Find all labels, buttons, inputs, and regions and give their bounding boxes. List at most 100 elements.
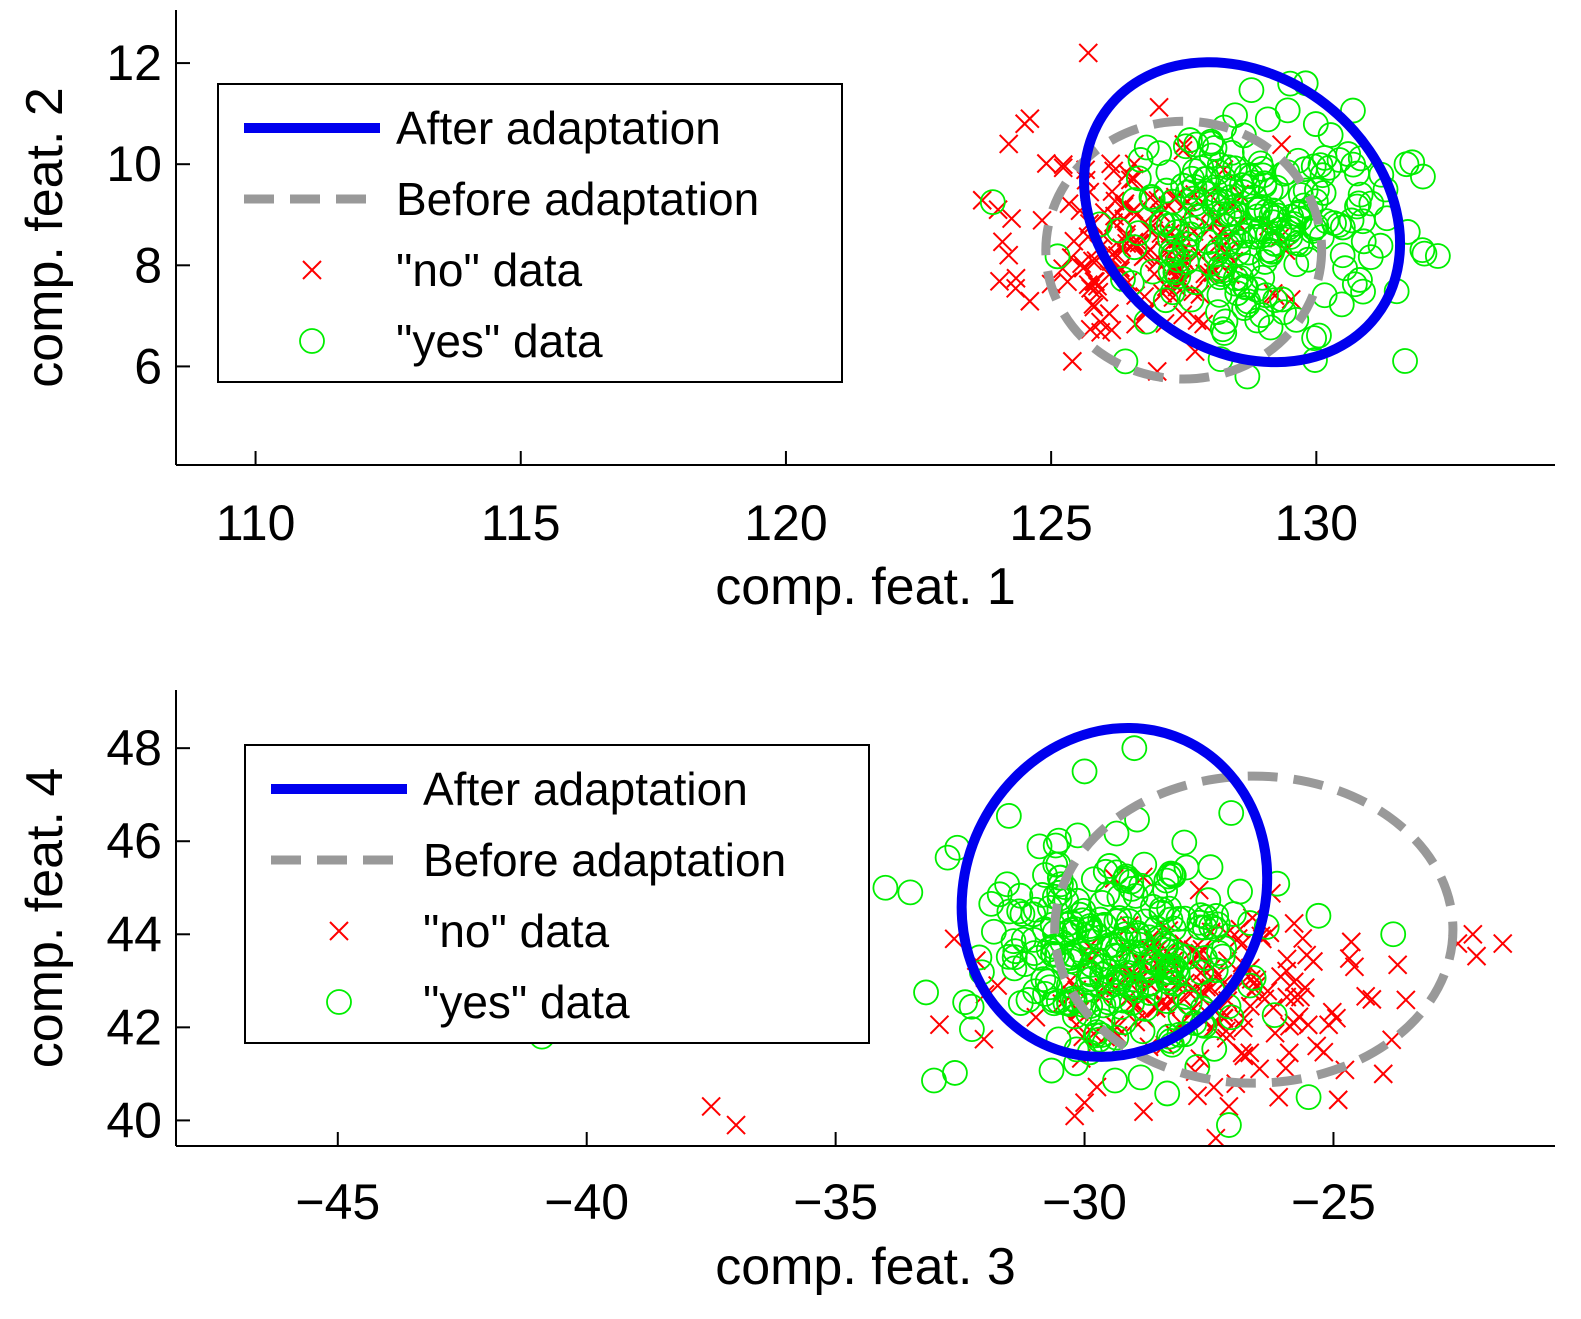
yes-data-point — [1076, 959, 1103, 986]
yes-data-point — [1172, 133, 1199, 160]
yes-data-point — [1350, 278, 1376, 305]
no-data-point — [1322, 1002, 1343, 1022]
legend-box — [217, 83, 843, 383]
yes-data-point — [1009, 901, 1036, 927]
yes-data-point — [1160, 861, 1186, 888]
yes-data-point — [1201, 1036, 1228, 1062]
yes-data-point — [1195, 887, 1222, 914]
x-tick-label: −40 — [544, 1174, 629, 1230]
yes-data-point — [1121, 735, 1148, 762]
no-data-point — [1232, 1043, 1252, 1063]
yes-data-point — [921, 1067, 947, 1094]
no-data-point — [1493, 933, 1513, 954]
yes-data-point — [1045, 988, 1072, 1015]
yes-data-point — [1131, 851, 1158, 878]
no-data-point — [1173, 305, 1193, 325]
no-data-point — [1206, 1128, 1226, 1145]
yes-data-point — [1209, 943, 1236, 970]
yes-data-point — [1006, 898, 1033, 925]
no-data-point — [1006, 268, 1026, 288]
yes-data-point — [1292, 177, 1319, 204]
yes-data-point — [1218, 1004, 1245, 1031]
no-data-point — [992, 232, 1013, 252]
legend: After adaptation Before adaptation "no" da… — [217, 83, 843, 383]
legend-label: "no" data — [396, 244, 583, 296]
yes-data-point — [1094, 881, 1121, 907]
yes-data-point — [1142, 883, 1169, 910]
yes-data-point — [1206, 152, 1233, 178]
yes-data-point — [1170, 172, 1197, 199]
yes-data-point — [1216, 1112, 1242, 1138]
no-data-point — [1276, 1058, 1296, 1078]
yes-data-point — [1119, 990, 1145, 1016]
before-adaptation-ellipse — [1050, 771, 1458, 1088]
no-data-point — [1084, 297, 1104, 317]
y-tick-label: 6 — [134, 338, 162, 394]
yes-data-point — [1086, 924, 1113, 951]
x-tick-label: −35 — [793, 1174, 878, 1230]
legend-label: "yes" data — [423, 976, 630, 1028]
no-data-point — [972, 190, 992, 210]
yes-data-point — [1173, 854, 1200, 881]
yes-data-point — [1154, 1080, 1181, 1107]
yes-data-point — [1258, 238, 1285, 265]
yes-data-point — [1329, 214, 1356, 241]
no-data-point — [1147, 252, 1167, 272]
legend-swatch-yes — [326, 989, 352, 1015]
yes-data-point — [1022, 896, 1049, 923]
yes-data-point — [1198, 913, 1225, 940]
no-data-point — [1284, 913, 1304, 934]
yes-data-point — [1411, 240, 1438, 267]
yes-data-point — [1038, 1057, 1065, 1084]
no-data-point — [1271, 134, 1292, 155]
no-data-point — [974, 1029, 994, 1049]
no-data-point — [1387, 955, 1408, 975]
no-data-point — [1149, 97, 1169, 118]
yes-data-point — [1345, 190, 1372, 217]
yes-data-point — [986, 881, 1013, 908]
yes-data-point — [1309, 162, 1336, 189]
no-data-point — [1102, 320, 1122, 340]
no-data-point — [1005, 278, 1026, 299]
no-data-point — [1014, 114, 1035, 134]
yes-data-point — [1127, 147, 1154, 173]
no-data-point — [1295, 978, 1315, 998]
yes-data-point — [1032, 981, 1058, 1007]
no-data-point — [998, 245, 1019, 265]
y-tick-label: 12 — [106, 35, 162, 91]
yes-data-point — [1129, 1018, 1156, 1045]
yes-data-point — [1089, 961, 1116, 988]
x-tick-label: 115 — [481, 495, 561, 551]
yes-data-point — [1072, 976, 1099, 1003]
no-data-point — [1265, 1023, 1285, 1043]
yes-data-point — [1283, 251, 1310, 278]
no-data-point — [1277, 949, 1297, 969]
no-data-point — [1355, 986, 1376, 1006]
yes-data-point — [1197, 854, 1224, 881]
yes-data-point — [1249, 264, 1276, 291]
yes-data-point — [1165, 263, 1192, 290]
yes-data-point — [1393, 151, 1420, 178]
yes-data-point — [1026, 833, 1053, 860]
no-data-point — [1240, 1043, 1260, 1063]
yes-data-point — [1159, 279, 1186, 306]
yes-data-point — [1240, 169, 1267, 196]
yes-data-point — [1211, 213, 1238, 240]
yes-data-point — [1244, 307, 1271, 334]
yes-data-point — [1183, 131, 1210, 158]
x-tick-label: 120 — [744, 495, 827, 551]
yes-data-point — [1106, 905, 1133, 931]
yes-data-point — [1127, 1064, 1154, 1091]
yes-data-point — [1113, 863, 1140, 890]
yes-data-point — [1042, 832, 1069, 859]
no-data-point — [1129, 233, 1149, 253]
no-data-point — [929, 1015, 950, 1035]
no-data-point — [1187, 1086, 1208, 1106]
yes-data-point — [1251, 170, 1278, 197]
no-data-point — [1064, 1106, 1085, 1126]
yes-data-point — [1329, 242, 1356, 269]
no-data-point — [1190, 1049, 1210, 1069]
yes-data-point — [1338, 207, 1365, 234]
yes-data-point — [1103, 1024, 1130, 1051]
yes-data-point — [1260, 209, 1287, 236]
